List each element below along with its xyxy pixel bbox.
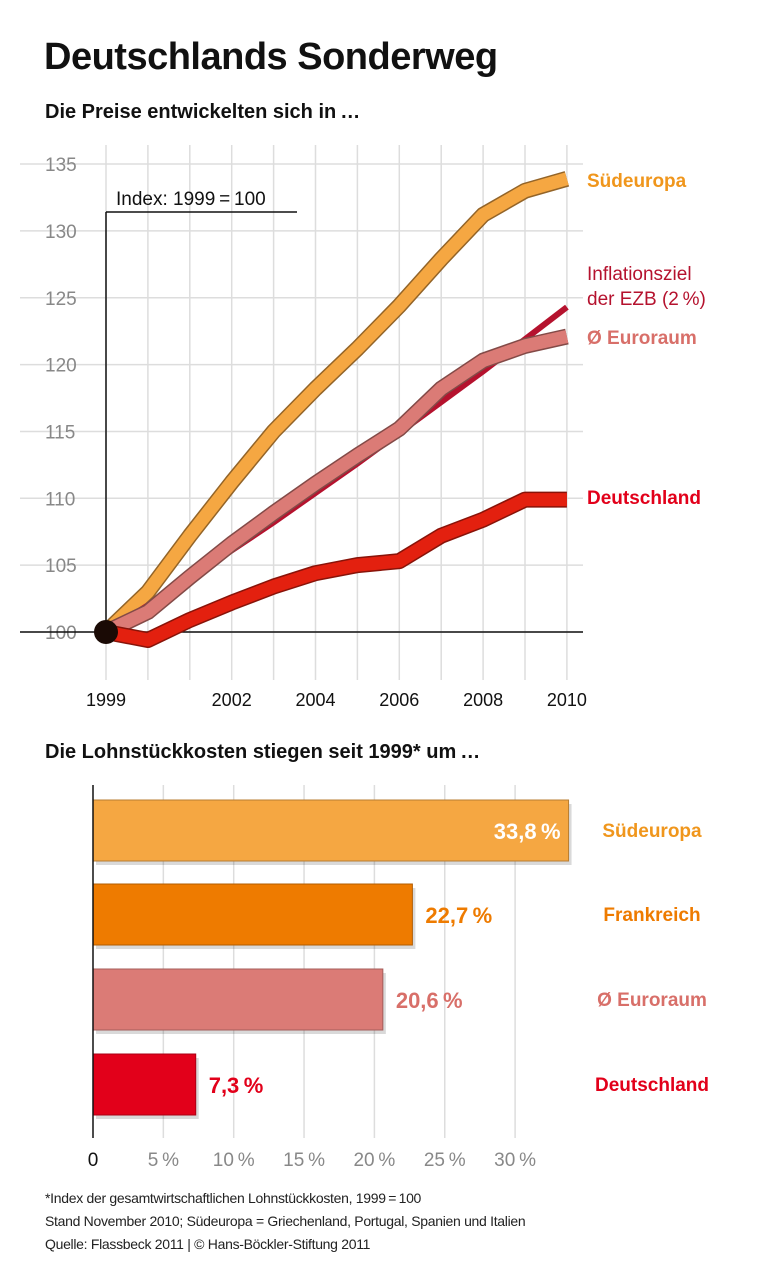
footnote: *Index der gesamtwirtschaftlichen Lohnst… [45, 1190, 422, 1206]
y-tick-label: 110 [45, 489, 75, 510]
bar-value-label: 22,7 % [425, 903, 492, 928]
series-line-suedeuropa [101, 172, 569, 637]
index-annotation: Index: 1999 = 100 [116, 189, 266, 210]
bar-category-label: Frankreich [603, 905, 700, 926]
bar-category-label: Deutschland [595, 1075, 709, 1096]
y-tick-label: 135 [45, 155, 77, 176]
bar-x-tick-label: 30 % [494, 1150, 536, 1171]
bar-suedeuropa [92, 799, 570, 862]
footer-status: Stand November 2010; Südeuropa = Grieche… [45, 1213, 526, 1229]
page-title: Deutschlands Sonderweg [44, 36, 498, 78]
bar-value-label: 20,6 % [396, 988, 463, 1013]
bar-frankreich [92, 883, 413, 946]
origin-dot [94, 620, 118, 644]
bar-euroraum [92, 968, 384, 1031]
line-chart-title: Die Preise entwickelten sich in … [45, 101, 361, 123]
series-line-deutschland [104, 493, 567, 647]
bar-x-tick-label: 20 % [353, 1150, 395, 1171]
x-tick-label: 2008 [463, 690, 503, 710]
x-tick-label: 2010 [547, 690, 587, 710]
y-tick-label: 100 [45, 623, 77, 644]
series-line-euroraum [103, 330, 569, 638]
series-label-inflationsziel: Inflationsziel [587, 264, 692, 285]
bar-x-tick-label: 15 % [283, 1150, 325, 1171]
bar-value-label: 7,3 % [209, 1073, 264, 1098]
x-tick-label: 2006 [379, 690, 419, 710]
series-label-suedeuropa: Südeuropa [587, 171, 687, 192]
series-label-euroraum: Ø Euroraum [587, 328, 697, 349]
x-tick-label: 2004 [295, 690, 335, 710]
bar-x-tick-label: 5 % [148, 1150, 179, 1171]
bar-deutschland [92, 1053, 197, 1116]
x-tick-label: 1999 [86, 690, 126, 710]
bar-x-tick-label: 0 [88, 1150, 99, 1171]
y-tick-label: 105 [45, 556, 77, 577]
bar-value-label: 33,8 % [494, 819, 561, 844]
y-tick-label: 115 [45, 422, 75, 443]
bar-chart-title: Die Lohnstückkosten stiegen seit 1999* u… [45, 741, 481, 763]
y-tick-label: 120 [45, 356, 77, 377]
y-tick-label: 130 [45, 222, 77, 243]
footer-source: Quelle: Flassbeck 2011 | © Hans-Böckler-… [45, 1236, 371, 1252]
y-tick-label: 125 [45, 289, 77, 310]
series-label-deutschland: Deutschland [587, 488, 701, 509]
bar-category-label: Südeuropa [602, 821, 702, 842]
x-tick-label: 2002 [212, 690, 252, 710]
series-label-inflationsziel: der EZB (2 %) [587, 289, 706, 310]
bar-x-tick-label: 25 % [424, 1150, 466, 1171]
bar-category-label: Ø Euroraum [597, 990, 707, 1011]
bar-x-tick-label: 10 % [213, 1150, 255, 1171]
